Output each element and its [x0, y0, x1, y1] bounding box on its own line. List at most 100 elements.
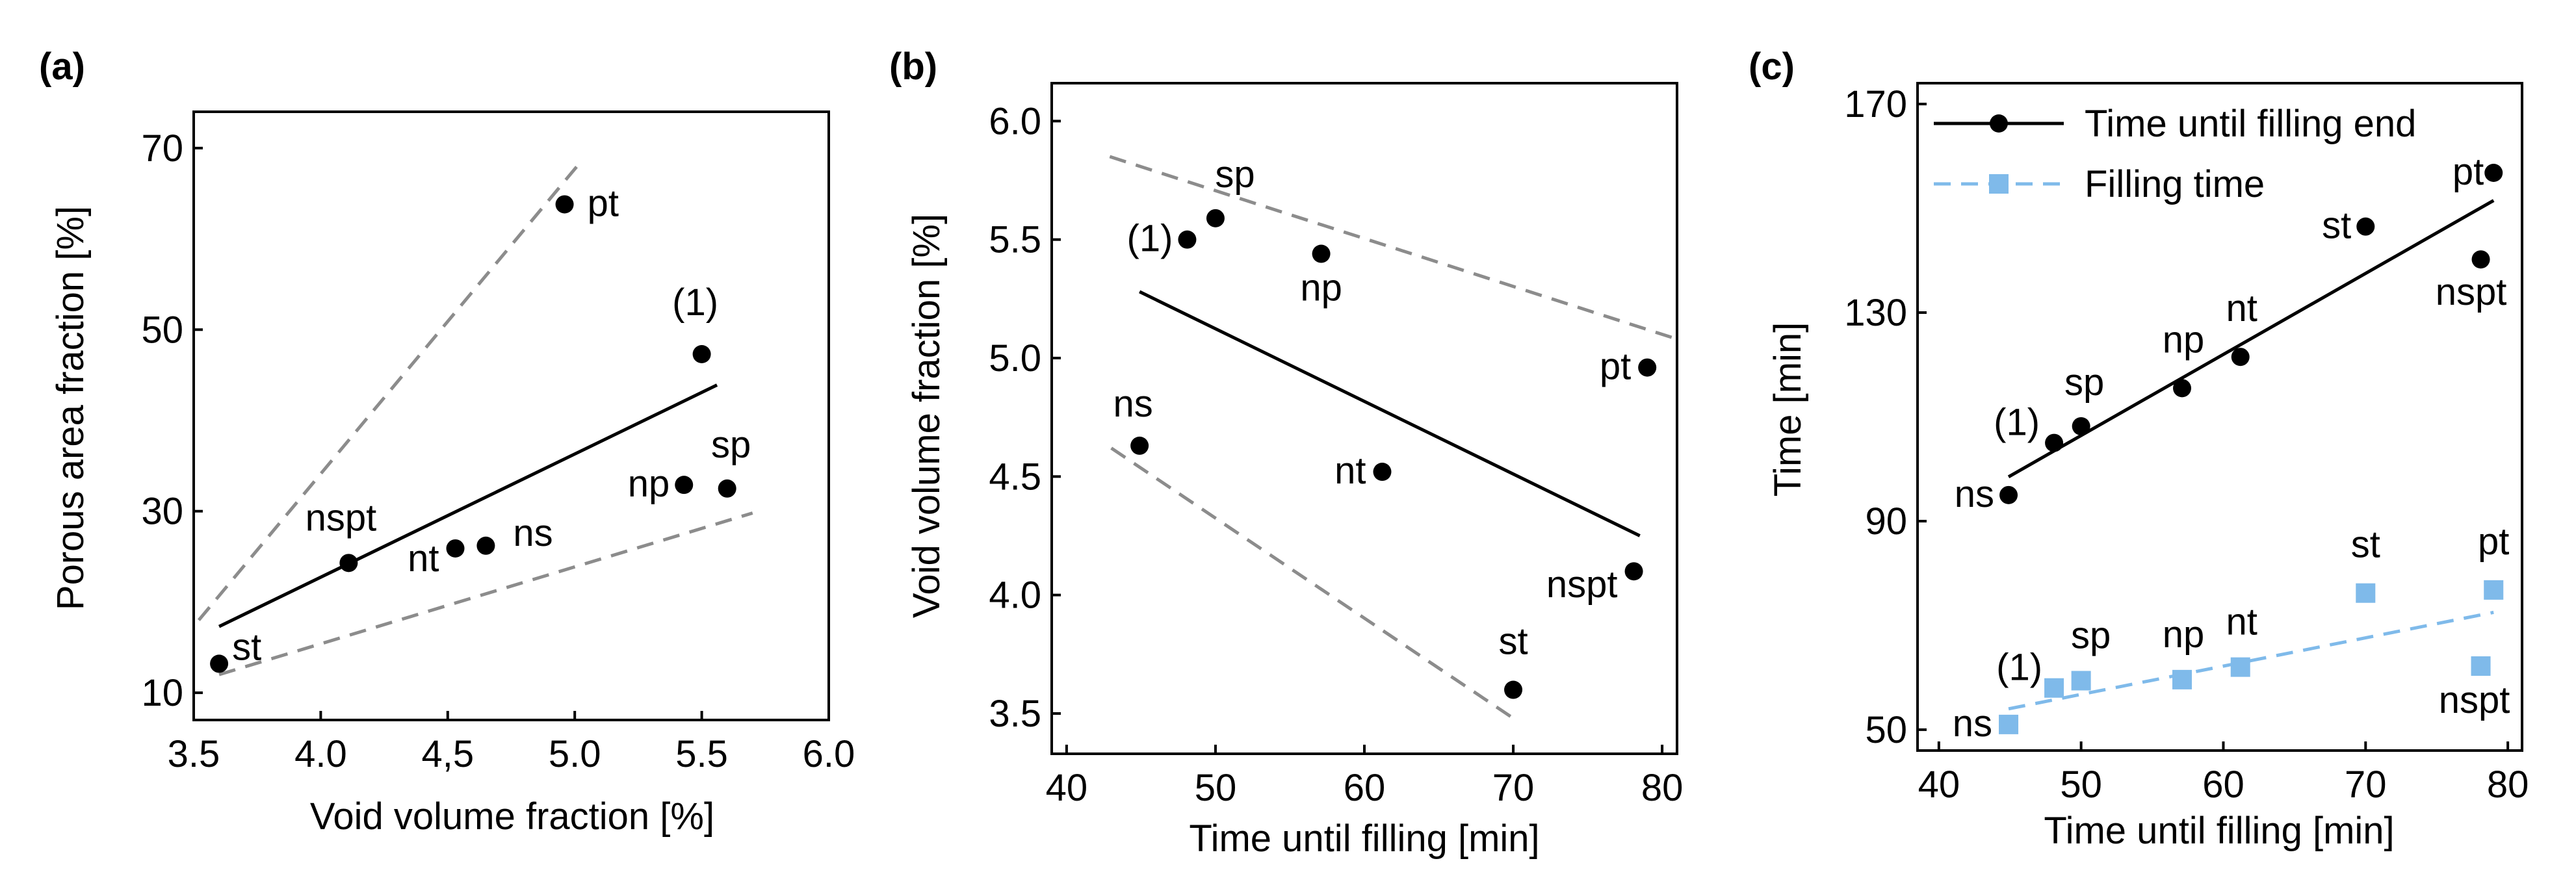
panel-b-fit-line [1139, 290, 1641, 537]
panel-b-point-label-pt: pt [1600, 346, 1631, 388]
panel-b-y-tick-label: 3.5 [989, 693, 1041, 735]
panel-c-fill-point-st [2356, 583, 2376, 603]
panel-a-letter: (a) [39, 45, 85, 88]
panel-a-point-nspt [339, 554, 358, 572]
panel-a-bound-line-0 [197, 159, 584, 621]
panel-a-x-tick-label: 6.0 [803, 733, 855, 775]
panel-c-fill-point-label-nspt: nspt [2439, 679, 2510, 721]
panel-b-point-pt [1638, 358, 1657, 377]
panel-b: (b) Time until filling [min] Void volume… [889, 45, 1683, 860]
panel-c-fill-point-nt [2230, 657, 2250, 677]
panel-c-x-tick-label: 60 [2202, 764, 2244, 806]
panel-a-y-tick-label: 50 [141, 309, 183, 351]
panel-b-x-tick-label: 60 [1344, 767, 1386, 809]
panel-a-point-label-pt: pt [588, 182, 619, 224]
panel-c-x-tick-label: 80 [2487, 764, 2529, 806]
panel-c-y-tick-label: 130 [1844, 292, 1907, 334]
panel-a-y-tick-label: 30 [141, 491, 183, 533]
panel-b-point-label-np: np [1300, 267, 1342, 309]
panel-a-frame [192, 110, 830, 721]
panel-c-y-tick-label: 50 [1865, 709, 1907, 751]
panel-b-y-tick-label: 5.5 [989, 219, 1041, 261]
panel-a-point-label-1: (1) [672, 281, 718, 324]
panel-c-fill-point-np [2172, 669, 2192, 689]
panel-b-point-label-ns: ns [1113, 383, 1153, 425]
panel-b-x-tick-label: 80 [1641, 767, 1684, 809]
panel-c-x-tick-label: 70 [2345, 764, 2387, 806]
panel-c-end-point-pt [2484, 164, 2503, 183]
panel-a-point-label-nspt: nspt [306, 496, 377, 539]
panel-b-point-label-sp: sp [1215, 153, 1255, 196]
panel-c-end-point-st [2356, 217, 2375, 236]
legend-marker-filling-time [1989, 174, 2009, 194]
panel-c-fill-point-nspt [2471, 656, 2491, 676]
panel-a-point-nt [446, 539, 465, 558]
panel-b-point-nt [1373, 463, 1392, 482]
panel-a-y-tick-label: 70 [141, 127, 183, 170]
panel-c-end-point-label-nspt: nspt [2436, 271, 2507, 313]
panel-c-fill-point-pt [2484, 580, 2504, 600]
panel-c-fill-point-label-sp: sp [2071, 614, 2111, 656]
panel-c-frame [1916, 82, 2523, 752]
panel-c-x-axis-label: Time until filling [min] [2044, 810, 2394, 852]
panel-c-fill-point-label-st: st [2351, 524, 2380, 566]
panel-b-letter: (b) [889, 45, 937, 88]
panel-a-x-tick-label: 4,5 [421, 733, 474, 775]
panel-c-end-point-nspt [2471, 250, 2490, 269]
panel-b-plot-area: 40 50 60 70 80 3.5 4.0 4.5 5.0 5.5 6.0 (1) sp np ns nt p… [989, 82, 1684, 809]
panel-c-fill-point-1 [2044, 678, 2064, 698]
panel-c-end-point-nt [2231, 348, 2250, 366]
panel-a-point-ns [476, 536, 495, 555]
panel-c-end-point-label-pt: pt [2452, 151, 2484, 193]
panel-a-point-label-nt: nt [408, 537, 439, 580]
panel-a-point-pt [555, 195, 574, 214]
panel-c-end-point-ns [1999, 485, 2018, 504]
panel-a-point-np [675, 476, 694, 495]
panel-a-bound-line-1 [218, 511, 753, 676]
panel-c-fill-point-label-1: (1) [1996, 647, 2042, 689]
panel-b-y-tick-label: 5.0 [989, 337, 1041, 379]
panel-b-point-1 [1178, 230, 1197, 249]
panel-b-point-label-st: st [1498, 621, 1528, 663]
panel-c-legend: Time until filling end Filling time [1934, 103, 2416, 205]
panel-c-fill-point-label-pt: pt [2478, 521, 2509, 563]
panel-c-fill-point-sp [2071, 671, 2091, 691]
panel-c-end-point-label-nt: nt [2226, 287, 2257, 329]
panel-a-point-label-np: np [628, 463, 670, 505]
panel-c-fill-point-label-np: np [2163, 613, 2205, 656]
panel-c-plot-area: 40 50 60 70 805090130170ns(1)spnpntstptnsptn… [1844, 82, 2529, 806]
panel-c-fill-point-label-nt: nt [2226, 601, 2257, 643]
panel-c-x-tick-label: 40 [1918, 764, 1960, 806]
panel-c-fit-line-filling-time [2008, 610, 2494, 711]
panel-c-x-tick-label: 50 [2060, 764, 2102, 806]
panel-a-plot-area: 3.5 4.0 4,5 5.0 5.5 6.010305070stnsptntnspt(1… [141, 110, 855, 775]
panel-b-point-label-nt: nt [1334, 450, 1366, 492]
panel-a-fit-line [218, 383, 718, 628]
panel-a-y-tick-label: 10 [141, 672, 183, 714]
panel-b-point-label-1: (1) [1127, 218, 1173, 260]
panel-b-x-axis-label: Time until filling [min] [1189, 817, 1539, 860]
panel-c-y-axis-label: Time [min] [1767, 322, 1809, 497]
panel-a-x-tick-label: 3.5 [168, 733, 220, 775]
panel-c-fill-point-label-ns: ns [1953, 702, 1992, 745]
panel-c-end-point-label-st: st [2322, 205, 2351, 247]
panel-a: (a) Void volume fraction [%] Porous area… [39, 45, 855, 838]
panel-a-point-label-st: st [232, 626, 261, 668]
panel-b-point-st [1504, 680, 1523, 699]
panel-a-point-sp [718, 479, 736, 498]
panel-b-y-tick-label: 4.0 [989, 574, 1041, 617]
panel-b-point-sp [1206, 209, 1225, 227]
panel-c-y-tick-label: 90 [1865, 500, 1907, 543]
panel-b-x-tick-label: 50 [1195, 767, 1237, 809]
legend-label-filling-time: Filling time [2085, 163, 2265, 205]
panel-c-fit-line-time-until-filling-end [2007, 199, 2495, 478]
panel-c: (c) Time until filling [min] Time [min] … [1749, 45, 2529, 852]
panel-b-y-tick-label: 6.0 [989, 100, 1041, 142]
panel-b-x-tick-label: 40 [1046, 767, 1088, 809]
panel-c-end-point-label-ns: ns [1955, 473, 1994, 515]
panel-c-end-point-label-1: (1) [1994, 402, 2040, 444]
panel-b-y-axis-label: Void volume fraction [%] [905, 214, 948, 618]
panel-a-point-label-ns: ns [513, 512, 553, 554]
panel-c-end-point-1 [2045, 433, 2064, 452]
